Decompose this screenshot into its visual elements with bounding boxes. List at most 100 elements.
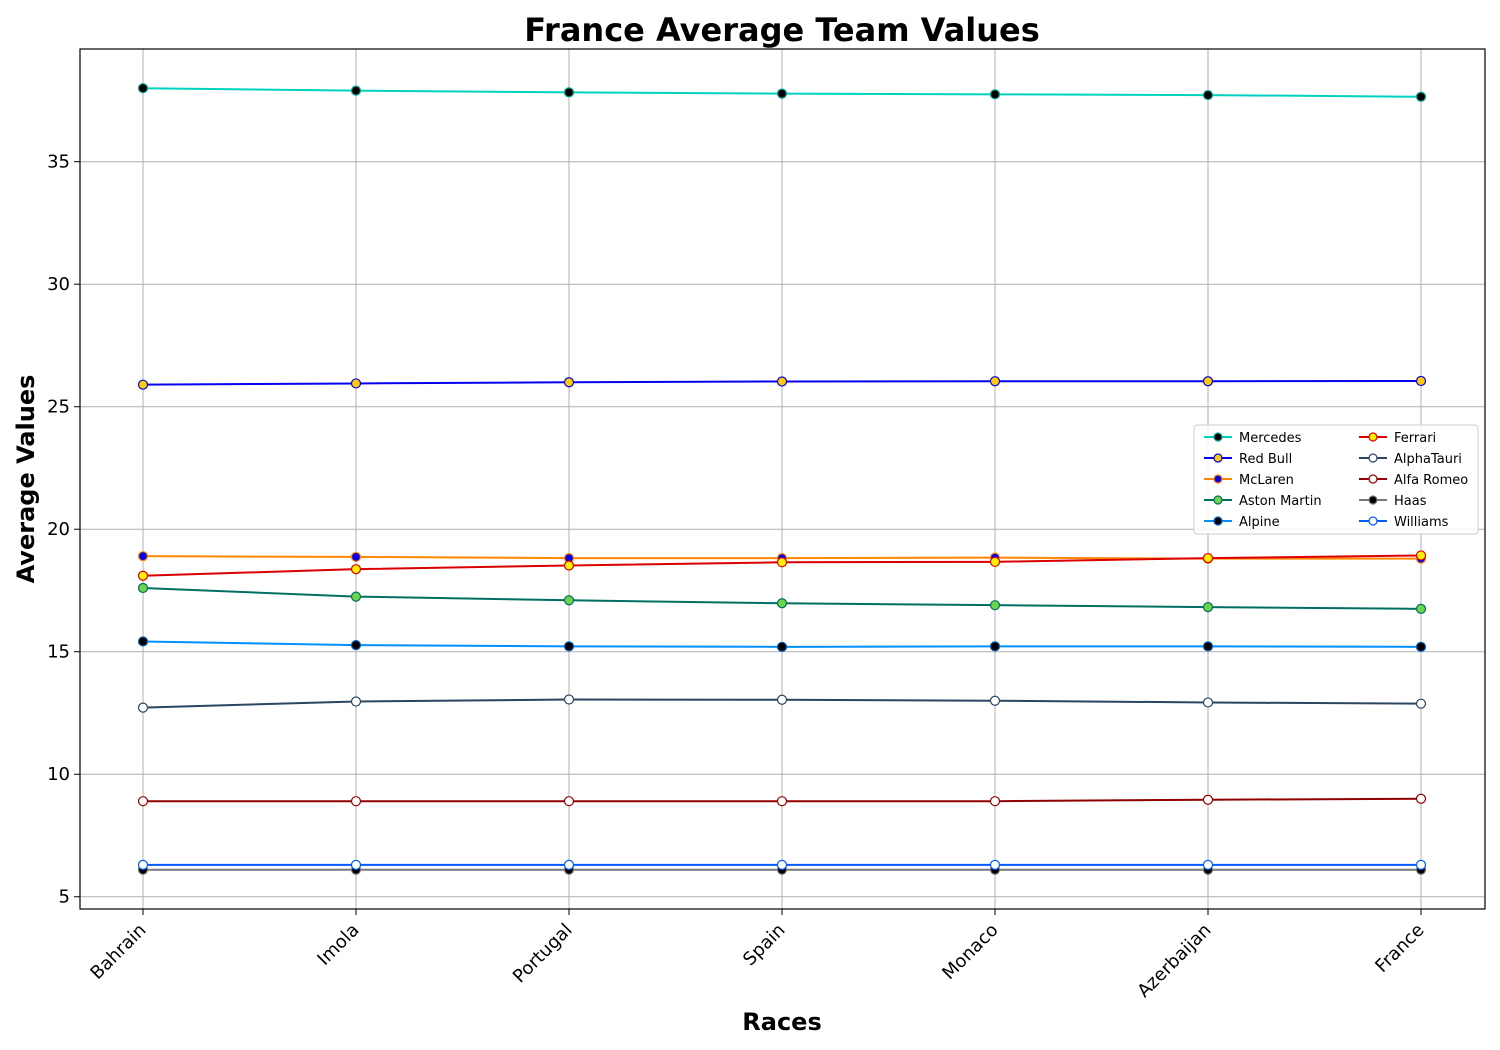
- data-point-alfa-romeo: [563, 796, 575, 807]
- legend-label: Aston Martin: [1239, 494, 1322, 509]
- series-alphatauri: [137, 694, 1427, 713]
- data-point-red-bull: [1202, 376, 1214, 387]
- legend-swatch-marker: [1213, 453, 1223, 463]
- series-ferrari: [137, 550, 1427, 581]
- legend-label: Alpine: [1239, 515, 1280, 530]
- data-point-red-bull: [563, 377, 575, 388]
- legend-swatch-marker: [1368, 453, 1378, 463]
- x-tick-label: Bahrain: [86, 920, 150, 984]
- series-mercedes: [137, 83, 1427, 102]
- data-point-red-bull: [1415, 375, 1427, 387]
- x-axis-label: Races: [742, 1008, 821, 1036]
- data-point-alfa-romeo: [1415, 793, 1427, 804]
- y-tick-label: 30: [47, 274, 70, 295]
- legend-swatch-marker: [1213, 495, 1223, 505]
- series-red-bull: [137, 375, 1427, 390]
- x-axis-ticks: Bahrain Imola Portugal Spain Monaco Azerbaija…: [86, 909, 1429, 1002]
- legend-label: Red Bull: [1239, 452, 1292, 467]
- data-point-alphatauri: [1202, 697, 1214, 708]
- data-point-mercedes: [563, 87, 575, 98]
- legend: Mercedes Red Bull McLaren Aston Martin Alpin…: [1193, 424, 1479, 535]
- data-point-aston-martin: [350, 591, 362, 602]
- series-alfa-romeo: [137, 793, 1427, 807]
- data-point-alpine: [989, 641, 1001, 652]
- data-point-alfa-romeo: [1202, 794, 1214, 805]
- series-aston-martin: [137, 582, 1427, 614]
- y-tick-label: 35: [47, 152, 70, 173]
- data-point-alpine: [776, 641, 788, 652]
- data-point-aston-martin: [776, 598, 788, 609]
- data-point-ferrari: [563, 560, 575, 571]
- data-point-mclaren: [137, 551, 149, 562]
- data-point-williams: [350, 859, 362, 870]
- x-tick-label: Imola: [313, 920, 363, 970]
- legend-swatch-marker: [1368, 495, 1378, 505]
- data-point-alpine: [350, 640, 362, 651]
- legend-swatch-marker: [1213, 516, 1223, 526]
- legend-swatch-marker: [1368, 516, 1378, 526]
- series-alpine: [137, 636, 1427, 652]
- data-point-alphatauri: [989, 695, 1001, 706]
- data-point-aston-martin: [989, 600, 1001, 611]
- legend-item-ferrari: Ferrari: [1359, 431, 1436, 446]
- legend-swatch-marker: [1213, 432, 1223, 442]
- legend-swatch-marker: [1368, 474, 1378, 484]
- data-point-alphatauri: [776, 694, 788, 705]
- data-point-alfa-romeo: [989, 796, 1001, 807]
- legend-label: AlphaTauri: [1394, 452, 1462, 467]
- data-point-mercedes: [350, 85, 362, 96]
- legend-label: Mercedes: [1239, 431, 1302, 446]
- data-point-red-bull: [350, 378, 362, 389]
- data-point-alfa-romeo: [350, 796, 362, 807]
- legend-label: McLaren: [1239, 473, 1294, 488]
- x-tick-label: Azerbaijan: [1133, 920, 1215, 1002]
- data-point-red-bull: [776, 376, 788, 387]
- data-point-aston-martin: [137, 582, 149, 594]
- legend-box: [1193, 424, 1479, 535]
- x-tick-label: Monaco: [938, 920, 1002, 984]
- legend-item-haas: Haas: [1359, 494, 1427, 509]
- data-point-ferrari: [989, 556, 1001, 567]
- legend-item-alphatauri: AlphaTauri: [1359, 452, 1462, 467]
- data-point-williams: [137, 859, 149, 870]
- y-tick-label: 25: [47, 397, 70, 418]
- legend-item-williams: Williams: [1359, 515, 1449, 530]
- legend-label: Ferrari: [1394, 431, 1436, 446]
- data-point-aston-martin: [563, 595, 575, 606]
- legend-item-mclaren: McLaren: [1204, 473, 1294, 488]
- data-point-williams: [1415, 859, 1427, 870]
- data-point-red-bull: [989, 376, 1001, 387]
- y-axis-label: Average Values: [12, 375, 40, 584]
- data-point-alpine: [563, 641, 575, 652]
- data-point-alpine: [1202, 641, 1214, 652]
- y-tick-label: 15: [47, 642, 70, 663]
- x-tick-label: Spain: [739, 920, 789, 970]
- data-point-alfa-romeo: [137, 796, 149, 807]
- legend-item-alfa-romeo: Alfa Romeo: [1359, 473, 1468, 488]
- data-point-red-bull: [137, 379, 149, 390]
- data-point-williams: [776, 859, 788, 870]
- legend-swatch-marker: [1213, 474, 1223, 484]
- y-tick-label: 5: [59, 887, 70, 908]
- legend-item-alpine: Alpine: [1204, 515, 1280, 530]
- data-point-ferrari: [776, 557, 788, 568]
- data-point-alphatauri: [563, 694, 575, 705]
- data-point-williams: [563, 859, 575, 870]
- series-williams: [137, 859, 1427, 870]
- chart-title: France Average Team Values: [524, 11, 1040, 49]
- data-point-williams: [1202, 859, 1214, 870]
- data-point-alpine: [1415, 641, 1427, 652]
- y-tick-label: 20: [47, 519, 70, 540]
- y-tick-label: 10: [47, 764, 70, 785]
- data-point-ferrari: [1415, 550, 1427, 561]
- data-point-mercedes: [137, 83, 149, 94]
- data-point-mercedes: [1415, 91, 1427, 102]
- legend-swatch-marker: [1368, 432, 1378, 442]
- data-point-alphatauri: [1415, 698, 1427, 709]
- data-point-ferrari: [137, 570, 149, 581]
- data-point-aston-martin: [1415, 603, 1427, 614]
- data-point-williams: [989, 859, 1001, 870]
- data-point-mercedes: [989, 89, 1001, 100]
- data-point-alfa-romeo: [776, 796, 788, 807]
- legend-label: Williams: [1394, 515, 1449, 530]
